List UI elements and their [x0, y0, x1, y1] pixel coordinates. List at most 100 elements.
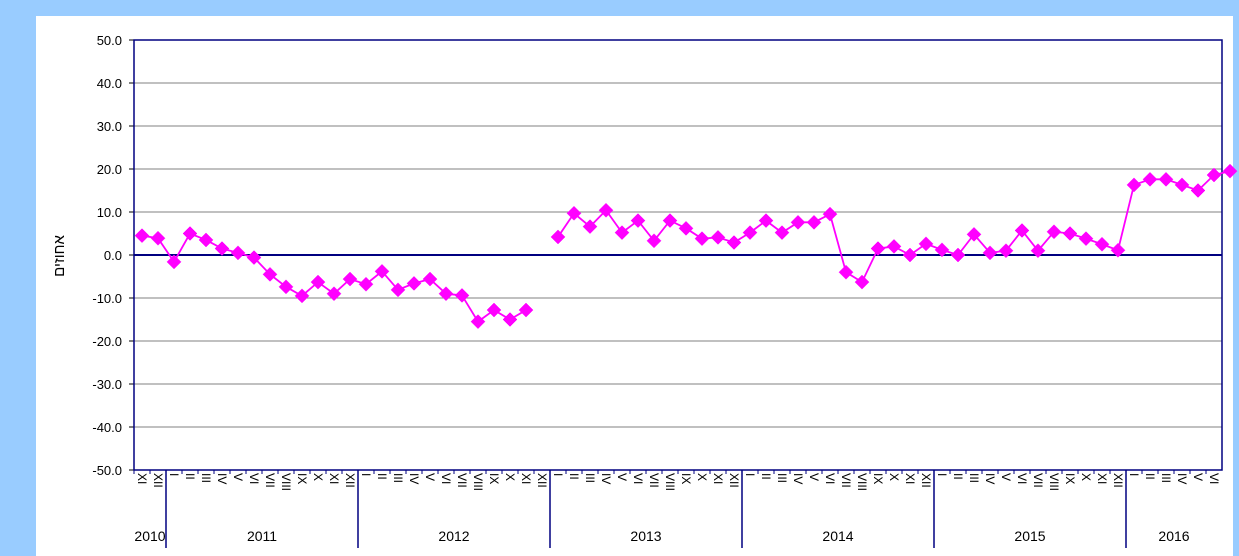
x-month-label: V [615, 473, 629, 481]
data-point [726, 235, 742, 250]
x-month-label: VI [823, 473, 837, 484]
x-month-label: XI [135, 473, 149, 484]
data-point [886, 239, 902, 254]
x-month-label: VIII [1047, 473, 1061, 491]
data-point [758, 213, 774, 228]
data-point [950, 247, 966, 263]
x-year-label: 2014 [822, 528, 853, 544]
x-month-label: III [391, 473, 405, 483]
data-point [262, 266, 278, 282]
series-line [557, 170, 1231, 284]
x-month-label: IX [871, 473, 885, 484]
x-month-label: VI [631, 473, 645, 484]
data-point [998, 243, 1014, 259]
x-month-label: XI [519, 473, 533, 484]
series-layer [134, 163, 1238, 330]
x-month-label: VII [1031, 473, 1045, 488]
x-month-label: III [967, 473, 981, 483]
data-point [246, 250, 262, 265]
x-month-label: XI [903, 473, 917, 484]
y-tick-label: 10.0 [97, 205, 122, 220]
x-month-label: X [695, 473, 709, 481]
data-point [1014, 223, 1030, 238]
x-month-label: I [1127, 473, 1141, 476]
data-point [1222, 163, 1238, 179]
data-point [518, 302, 534, 318]
data-point [1174, 177, 1190, 193]
data-point [1030, 243, 1046, 259]
data-point [374, 263, 390, 279]
x-month-label: I [359, 473, 373, 476]
data-point [166, 254, 182, 270]
data-point [358, 276, 374, 292]
data-point [566, 205, 582, 221]
data-point [646, 233, 662, 249]
data-point [982, 245, 998, 261]
data-point [134, 228, 150, 244]
x-month-label: III [199, 473, 213, 483]
y-tick-label: -10.0 [92, 291, 122, 306]
x-month-label: XII [919, 473, 933, 488]
data-point [230, 245, 246, 261]
gridlines [134, 82, 1222, 428]
y-tick-label: 40.0 [97, 76, 122, 91]
x-month-label: V [231, 473, 245, 481]
data-point [390, 282, 406, 298]
data-point [486, 302, 502, 318]
y-tick-label: 30.0 [97, 119, 122, 134]
y-tick-label: -20.0 [92, 334, 122, 349]
x-month-label: IV [599, 473, 613, 484]
x-month-label: I [935, 473, 949, 476]
x-month-label: X [503, 473, 517, 481]
x-month-label: XII [535, 473, 549, 488]
x-month-label: XII [727, 473, 741, 488]
x-month-label: I [743, 473, 757, 476]
data-point [1062, 226, 1078, 241]
x-month-label: III [1159, 473, 1173, 483]
x-month-label: I [551, 473, 565, 476]
data-point [710, 230, 726, 245]
series-line [141, 232, 527, 323]
x-month-label: II [183, 473, 197, 480]
x-month-label: XI [1095, 473, 1109, 484]
data-point [310, 274, 326, 290]
x-month-label: IV [983, 473, 997, 484]
data-point [1158, 171, 1174, 187]
data-point [1094, 236, 1110, 252]
data-point [550, 229, 566, 245]
data-point [854, 274, 870, 290]
x-month-label: II [1143, 473, 1157, 480]
data-point [278, 279, 294, 295]
x-month-label: VI [439, 473, 453, 484]
data-point [838, 264, 854, 280]
data-point [790, 214, 806, 230]
x-month-label: VII [263, 473, 277, 488]
data-point [822, 206, 838, 222]
x-month-label: XII [343, 473, 357, 488]
data-point [966, 227, 982, 242]
y-tick-label: 0.0 [104, 248, 122, 263]
x-month-label: I [167, 473, 181, 476]
x-month-label: XII [151, 473, 165, 488]
data-point [662, 213, 678, 228]
data-point [806, 214, 822, 230]
x-month-label: VII [839, 473, 853, 488]
data-point [294, 288, 310, 304]
data-point [902, 247, 918, 263]
x-month-label: VII [647, 473, 661, 488]
y-axis-label: אחוזים [51, 235, 68, 277]
x-month-label: IX [1063, 473, 1077, 484]
x-month-label: II [567, 473, 581, 480]
x-year-label: 2011 [247, 528, 277, 544]
x-month-label: XI [327, 473, 341, 484]
x-month-label: IV [1175, 473, 1189, 484]
data-point [1046, 224, 1062, 240]
data-point [742, 225, 758, 240]
data-point [502, 312, 518, 327]
x-month-label: VI [247, 473, 261, 484]
data-point [1206, 167, 1222, 183]
y-tick-label: -30.0 [92, 377, 122, 392]
data-point [1126, 177, 1142, 193]
x-month-label: II [951, 473, 965, 480]
